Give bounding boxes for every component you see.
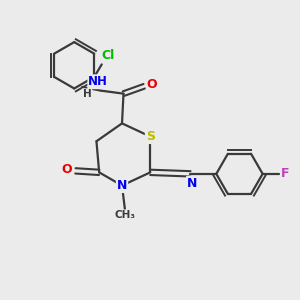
Text: Cl: Cl xyxy=(102,49,115,62)
Text: O: O xyxy=(62,163,72,176)
Text: CH₃: CH₃ xyxy=(115,210,136,220)
Text: S: S xyxy=(146,130,155,143)
Text: F: F xyxy=(281,167,290,180)
Text: N: N xyxy=(187,177,197,190)
Text: N: N xyxy=(117,179,127,192)
Text: NH: NH xyxy=(88,75,108,88)
Text: O: O xyxy=(147,78,157,91)
Text: H: H xyxy=(82,89,91,99)
